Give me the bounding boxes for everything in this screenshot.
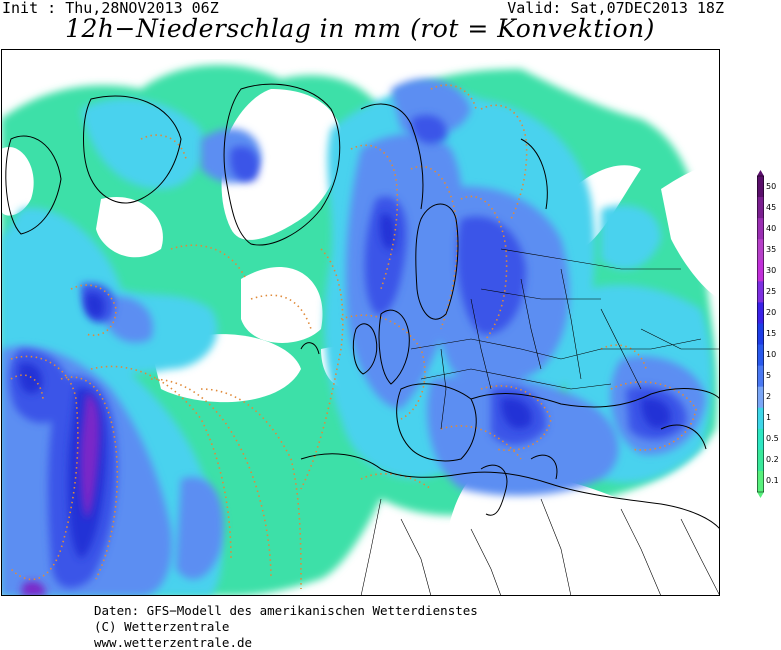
convection-contours bbox=[10, 84, 697, 590]
legend-label: 35 bbox=[766, 244, 777, 254]
legend-swatch bbox=[757, 323, 764, 346]
legend-swatch bbox=[757, 281, 764, 303]
legend-label: 25 bbox=[766, 286, 777, 296]
legend-label: 10 bbox=[766, 350, 777, 360]
legend-swatch bbox=[757, 176, 764, 198]
legend-swatch bbox=[757, 428, 764, 451]
footer-data-source: Daten: GFS−Modell des amerikanischen Wet… bbox=[94, 603, 478, 618]
valid-time: Valid: Sat,07DEC2013 18Z bbox=[507, 0, 724, 17]
precip-purple-area bbox=[21, 394, 100, 596]
legend-label: 0.1 bbox=[766, 476, 779, 486]
legend-swatch bbox=[757, 449, 764, 472]
map-frame bbox=[1, 49, 720, 596]
legend-swatch bbox=[757, 470, 764, 493]
legend-label: 2 bbox=[766, 392, 772, 402]
init-time: Init : Thu,28NOV2013 06Z bbox=[2, 0, 219, 17]
legend-swatch bbox=[757, 407, 764, 430]
legend-swatch bbox=[757, 218, 764, 240]
legend-swatch bbox=[757, 197, 764, 219]
legend-swatch bbox=[757, 344, 764, 367]
legend-swatch bbox=[757, 239, 764, 261]
country-borders bbox=[360, 248, 720, 596]
legend-swatch bbox=[757, 365, 764, 388]
legend-label: 45 bbox=[766, 202, 777, 212]
legend-label: 5 bbox=[766, 371, 772, 381]
legend-swatch bbox=[757, 260, 764, 282]
precipitation-map bbox=[1, 49, 720, 596]
legend-label: 0.2 bbox=[766, 455, 779, 465]
map-title: 12h−Niederschlag in mm (rot = Konvektion… bbox=[65, 14, 655, 43]
legend-label: 50 bbox=[766, 181, 777, 191]
legend-swatch bbox=[757, 302, 764, 324]
legend-top-arrow bbox=[757, 170, 764, 176]
legend-label: 40 bbox=[766, 223, 777, 233]
precipitation-legend bbox=[757, 170, 764, 498]
legend-label: 20 bbox=[766, 307, 777, 317]
precip-blue-area bbox=[9, 115, 687, 589]
footer-website: www.wetterzentrale.de bbox=[94, 635, 253, 650]
legend-label: 1 bbox=[766, 413, 772, 423]
legend-swatch bbox=[757, 386, 764, 409]
coastlines bbox=[5, 83, 720, 530]
legend-label: 15 bbox=[766, 329, 777, 338]
legend-bottom-arrow bbox=[757, 492, 764, 498]
legend-label: 30 bbox=[766, 265, 777, 275]
legend-outline bbox=[757, 175, 764, 493]
footer-copyright: (C) Wetterzentrale bbox=[94, 619, 230, 634]
legend-label: 0.5 bbox=[766, 434, 779, 444]
